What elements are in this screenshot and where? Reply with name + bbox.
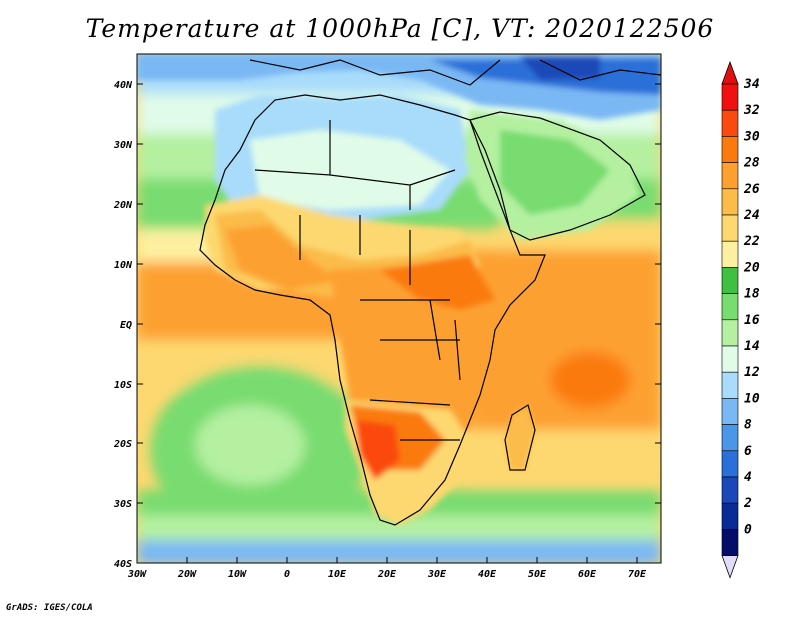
colorbar-segment — [721, 371, 739, 399]
lon-label: 60E — [578, 569, 597, 580]
colorbar-segment — [721, 136, 739, 163]
colorbar-arrow-top — [721, 60, 739, 85]
lon-labels: 30W 20W 10W 0 10E 20E 30E 40E 50E 60E 70… — [127, 569, 647, 580]
colorbar-segment — [721, 398, 739, 425]
lon-label: 50E — [528, 569, 547, 580]
lon-label: 0 — [284, 569, 290, 580]
colorbar-label: 20 — [743, 260, 760, 275]
lat-label: 40N — [114, 80, 133, 91]
lat-label: EQ — [120, 320, 132, 331]
colorbar-label: 18 — [744, 287, 760, 302]
colorbar-segment — [721, 267, 739, 294]
colorbar-label: 4 — [744, 470, 752, 485]
map-title: Temperature at 1000hPa [C], VT: 20201225… — [85, 14, 715, 43]
colorbar-segment — [721, 345, 739, 373]
lon-label: 20E — [377, 569, 397, 580]
colorbar-label: 0 — [744, 522, 752, 537]
map-frame — [136, 53, 662, 564]
footer-credit: GrADS: IGES/COLA — [6, 603, 93, 613]
lat-label: 30N — [113, 140, 133, 151]
colorbar-label: 12 — [744, 365, 760, 380]
colorbar-label: 14 — [744, 339, 760, 354]
colorbar-label: 6 — [744, 444, 752, 459]
colorbar-segment — [721, 240, 739, 268]
lat-label: 10N — [114, 260, 133, 271]
lat-label: 30S — [113, 499, 132, 510]
colorbar-label: 26 — [743, 182, 760, 197]
colorbar-label: 2 — [743, 496, 752, 511]
colorbar-label: 16 — [744, 313, 760, 328]
colorbar-label: 10 — [744, 391, 760, 406]
lat-labels: 40N 30N 20N 10N EQ 10S 20S 30S 40S — [113, 80, 133, 570]
colorbar-label: 28 — [743, 156, 760, 171]
lat-label: 40S — [114, 559, 132, 570]
colorbar-label: 8 — [744, 418, 752, 433]
colorbar-segment — [721, 214, 739, 242]
lat-label: 20S — [113, 439, 132, 450]
colorbar-segment — [721, 109, 739, 137]
colorbar-segment — [721, 450, 739, 478]
colorbar-segment — [721, 476, 739, 504]
colorbar-label: 22 — [743, 234, 760, 249]
colorbar-arrow-bottom — [721, 555, 739, 579]
colorbar-segment — [721, 319, 739, 347]
lon-label: 20W — [177, 569, 197, 580]
colorbar-segment — [721, 162, 739, 190]
colorbar-segment — [721, 293, 739, 321]
colorbar-label: 30 — [743, 129, 760, 144]
lon-label: 30W — [127, 569, 147, 580]
lon-label: 10E — [328, 569, 347, 580]
lon-label: 30E — [427, 569, 447, 580]
colorbar-segment — [721, 424, 739, 452]
lat-label: 20N — [113, 200, 133, 211]
lon-label: 40E — [478, 569, 497, 580]
lon-label: 10W — [228, 569, 247, 580]
lat-label: 10S — [114, 380, 132, 391]
map-field — [137, 54, 661, 563]
coastlines — [199, 59, 661, 526]
colorbar-label: 34 — [743, 77, 760, 92]
colorbar-segment — [721, 188, 739, 216]
colorbar-label: 32 — [743, 103, 760, 118]
colorbar-segment — [721, 502, 739, 530]
colorbar-segment — [721, 529, 739, 556]
colorbar-label: 24 — [743, 208, 760, 223]
colorbar-segment — [721, 83, 739, 111]
lon-label: 70E — [628, 569, 647, 580]
